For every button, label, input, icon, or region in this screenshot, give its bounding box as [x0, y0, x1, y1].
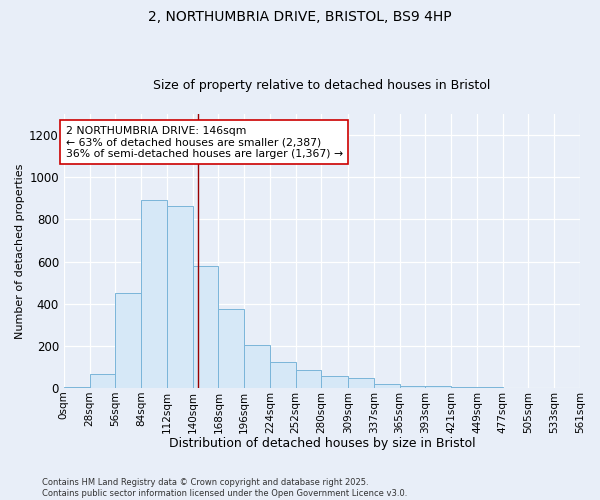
- Bar: [141, 200, 167, 388]
- X-axis label: Distribution of detached houses by size in Bristol: Distribution of detached houses by size …: [169, 437, 475, 450]
- Bar: [296, 370, 322, 388]
- Text: 2 NORTHUMBRIA DRIVE: 146sqm
← 63% of detached houses are smaller (2,387)
36% of : 2 NORTHUMBRIA DRIVE: 146sqm ← 63% of det…: [65, 126, 343, 159]
- Bar: [270, 362, 296, 388]
- Bar: [89, 374, 115, 388]
- Text: Contains HM Land Registry data © Crown copyright and database right 2025.
Contai: Contains HM Land Registry data © Crown c…: [42, 478, 407, 498]
- Bar: [400, 386, 425, 388]
- Bar: [218, 309, 244, 388]
- Text: 2, NORTHUMBRIA DRIVE, BRISTOL, BS9 4HP: 2, NORTHUMBRIA DRIVE, BRISTOL, BS9 4HP: [148, 10, 452, 24]
- Bar: [374, 384, 400, 388]
- Bar: [167, 206, 193, 388]
- Bar: [244, 344, 270, 388]
- Bar: [64, 387, 89, 388]
- Bar: [348, 378, 374, 388]
- Bar: [115, 293, 141, 388]
- Bar: [193, 266, 218, 388]
- Title: Size of property relative to detached houses in Bristol: Size of property relative to detached ho…: [153, 79, 491, 92]
- Bar: [322, 376, 348, 388]
- Bar: [425, 386, 451, 388]
- Y-axis label: Number of detached properties: Number of detached properties: [15, 164, 25, 338]
- Bar: [451, 387, 477, 388]
